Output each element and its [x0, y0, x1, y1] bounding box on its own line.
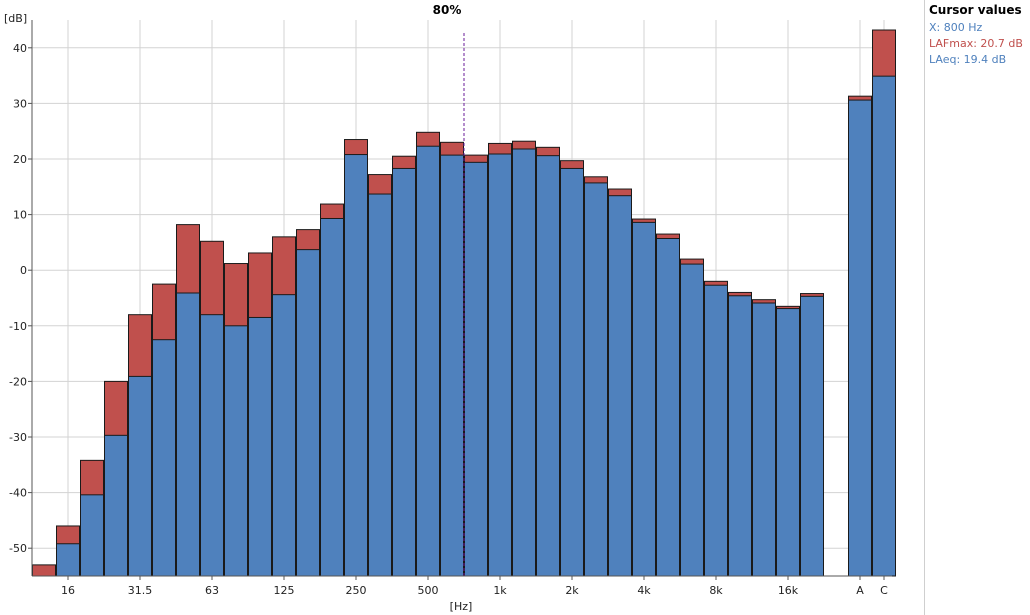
- bar-laeq: [344, 154, 368, 577]
- bar-laeq: [296, 249, 320, 577]
- bar-laeq: [584, 182, 608, 577]
- bar-laeq: [152, 339, 176, 577]
- bar-laeq: [224, 325, 248, 577]
- bar-laeq: [800, 295, 824, 577]
- bar-laeq: [440, 154, 464, 577]
- bar-laeq: [512, 148, 536, 577]
- bar-laeq: [272, 294, 296, 577]
- bar-laeq: [104, 434, 128, 577]
- x-tick-label: 250: [346, 584, 367, 597]
- bar-laeq: [848, 99, 872, 577]
- x-tick-label: 63: [205, 584, 219, 597]
- cursor-x-value: X: 800 Hz: [929, 21, 983, 34]
- bar-laeq: [656, 238, 680, 577]
- x-tick-label: 125: [274, 584, 295, 597]
- bar-laeq: [56, 543, 80, 577]
- spectrum-chart[interactable]: -50 -40 -30 -20 -10 0 10 20 30 40 16 31.5 63 125 250 50…: [0, 0, 924, 615]
- y-axis-label: [dB]: [4, 12, 27, 25]
- bar-laeq: [608, 195, 632, 577]
- y-tick-label: 30: [13, 97, 27, 110]
- bar-laeq: [536, 155, 560, 577]
- y-tick-label: -20: [9, 375, 27, 388]
- bars-layer: [32, 29, 896, 577]
- y-tick-label: 40: [13, 42, 27, 55]
- cursor-values-panel: Cursor values X: 800 Hz LAFmax: 20.7 dB …: [924, 0, 1030, 615]
- y-tick-label: -10: [9, 320, 27, 333]
- axis-layer: -50 -40 -30 -20 -10 0 10 20 30 40 16 31.5 63 125 250 50…: [9, 20, 892, 597]
- x-tick-label: A: [856, 584, 864, 597]
- y-tick-label: -50: [9, 542, 27, 555]
- y-tick-label: 10: [13, 209, 27, 222]
- cursor-values-title: Cursor values: [929, 3, 1022, 17]
- bar-laeq: [704, 284, 728, 577]
- bar-laeq: [320, 217, 344, 577]
- bar-lafmax: [32, 564, 56, 577]
- bar-laeq: [560, 167, 584, 577]
- chart-title: 80%: [433, 3, 462, 17]
- bar-laeq: [200, 314, 224, 577]
- bar-laeq: [80, 494, 104, 577]
- y-tick-label: -40: [9, 487, 27, 500]
- x-tick-label: 8k: [709, 584, 723, 597]
- bar-laeq: [632, 221, 656, 577]
- y-tick-label: 0: [20, 264, 27, 277]
- bar-laeq: [248, 316, 272, 577]
- bar-laeq: [464, 161, 488, 577]
- y-tick-label: -30: [9, 431, 27, 444]
- x-tick-label: 16: [61, 584, 75, 597]
- x-tick-label: 4k: [637, 584, 651, 597]
- x-tick-label: 31.5: [128, 584, 153, 597]
- x-tick-label: 1k: [493, 584, 507, 597]
- bar-laeq: [680, 263, 704, 577]
- bar-laeq: [176, 292, 200, 577]
- cursor-laeq-value: LAeq: 19.4 dB: [929, 53, 1007, 66]
- bar-laeq: [368, 193, 392, 577]
- x-axis-label: [Hz]: [450, 600, 473, 613]
- x-tick-label: C: [880, 584, 888, 597]
- x-tick-label: 500: [418, 584, 439, 597]
- bar-laeq: [752, 302, 776, 577]
- x-tick-label: 2k: [565, 584, 579, 597]
- bar-laeq: [872, 75, 896, 577]
- y-tick-label: 20: [13, 153, 27, 166]
- bar-laeq: [128, 375, 152, 577]
- x-tick-label: 16k: [778, 584, 799, 597]
- bar-laeq: [776, 308, 800, 577]
- bar-laeq: [392, 167, 416, 577]
- bar-laeq: [728, 295, 752, 577]
- bar-laeq: [488, 153, 512, 577]
- bar-laeq: [416, 145, 440, 577]
- cursor-lafmax-value: LAFmax: 20.7 dB: [929, 37, 1023, 50]
